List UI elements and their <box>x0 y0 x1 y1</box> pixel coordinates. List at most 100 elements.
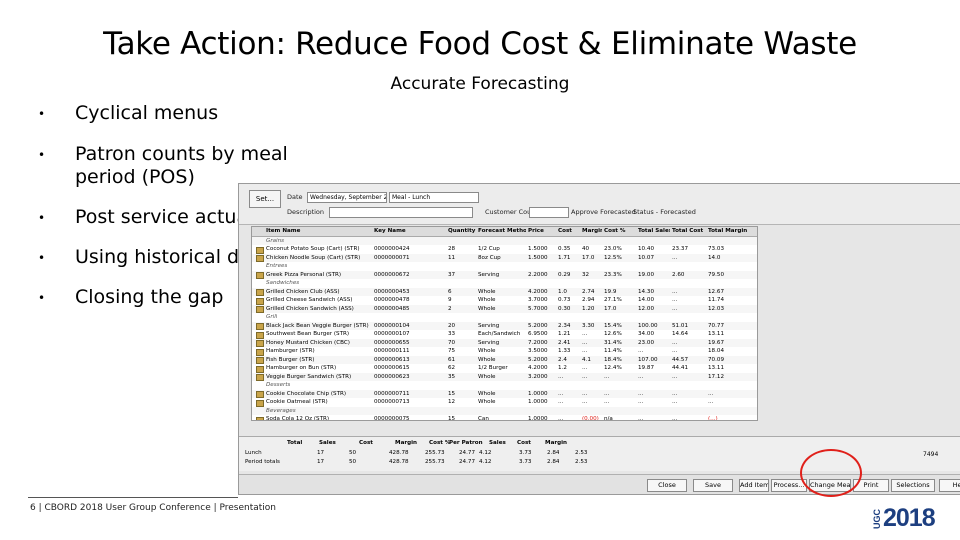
bullet-text-line: Patron counts by meal <box>75 143 288 165</box>
table-row[interactable]: Hamburger (STR) 0000000111 75 Whole 3.5000 1.… <box>252 347 757 356</box>
grid-cell[interactable]: 15 <box>448 416 456 421</box>
grid-column-header[interactable]: Cost % <box>604 228 626 234</box>
grid-cell[interactable]: 62 <box>448 365 456 371</box>
table-row[interactable]: Greek Pizza Personal (STR) 0000000672 37 Se… <box>252 270 757 279</box>
description-field[interactable] <box>329 207 473 218</box>
save-button[interactable]: Save <box>693 479 733 492</box>
grid-cell: 23.37 <box>672 246 689 252</box>
menu-item-icon <box>256 331 264 339</box>
grid-section-row: Entrees <box>252 262 757 271</box>
totals-cell: 17 <box>317 450 325 456</box>
table-row[interactable]: Hamburger on Bun (STR) 0000000615 62 1/2 Bu… <box>252 364 757 373</box>
menu-item-icon <box>256 272 264 279</box>
customer-count-field[interactable] <box>529 207 569 218</box>
grid-column-header[interactable]: Item Name <box>266 228 301 234</box>
grid-cell: 3.30 <box>582 322 595 329</box>
grid-cell[interactable]: 61 <box>448 356 456 363</box>
grid-cell: 17.0 <box>604 305 617 312</box>
close-button[interactable]: Close <box>647 479 687 492</box>
table-row[interactable]: Grilled Chicken Club (ASS) 0000000453 6 Who… <box>252 287 757 296</box>
grid-cell: 14.30 <box>638 288 655 295</box>
grid-cell[interactable]: 6 <box>448 288 452 295</box>
grid-cell[interactable]: 12 <box>448 399 456 405</box>
table-row[interactable]: Grilled Cheese Sandwich (ASS) 0000000478 9… <box>252 296 757 305</box>
grid-cell[interactable]: 33 <box>448 331 456 337</box>
menu-item-icon <box>256 374 264 381</box>
section-label: Grill <box>266 314 278 320</box>
grid-cell: 0.73 <box>558 297 571 303</box>
slide-subtitle: Accurate Forecasting <box>390 74 570 94</box>
grid-cell: 1/2 Burger <box>478 365 508 371</box>
grid-cell: 4.2000 <box>528 288 548 295</box>
grid-cell[interactable]: 75 <box>448 348 456 354</box>
totals-cell: 4.12 <box>479 459 492 465</box>
table-row[interactable]: Soda Cola 12 Oz (STR) 0000000075 15 Can 1.00… <box>252 415 757 421</box>
grid-cell: Grilled Chicken Club (ASS) <box>266 288 340 295</box>
approve-forecasted-label[interactable]: Approve Forecasted <box>571 208 636 216</box>
bullet-item: • Cyclical menus <box>38 102 218 126</box>
totals-cell: 428.78 <box>389 450 409 456</box>
grid-cell: Grilled Cheese Sandwich (ASS) <box>266 297 353 303</box>
grid-cell[interactable]: 9 <box>448 297 452 303</box>
totals-cell: 428.78 <box>389 459 409 465</box>
grid-cell: (0.00) <box>582 416 599 421</box>
grid-cell: 0.29 <box>558 271 571 278</box>
table-row[interactable]: Cookie Oatmeal (STR) 0000000713 12 Whole 1.0… <box>252 398 757 407</box>
grid-column-header[interactable]: Total Margin <box>708 228 748 234</box>
table-row[interactable]: Southwest Bean Burger (STR) 0000000107 33 E… <box>252 330 757 339</box>
grid-column-header[interactable]: Quantity <box>448 228 476 234</box>
grid-cell[interactable]: 20 <box>448 322 456 329</box>
table-row[interactable]: Honey Mustard Chicken (CBC) 0000000655 70 S… <box>252 338 757 347</box>
table-row[interactable]: Coconut Potato Soup (Cart) (STR) 00000004… <box>252 245 757 254</box>
grid-cell: 14.64 <box>672 331 689 337</box>
grid-cell: 1.0 <box>558 288 567 295</box>
grid-cell[interactable]: 28 <box>448 246 456 252</box>
table-row[interactable]: Cookie Chocolate Chip (STR) 0000000711 15 W… <box>252 389 757 398</box>
table-row[interactable]: Fish Burger (STR) 0000000613 61 Whole 5.2000… <box>252 355 757 364</box>
table-row[interactable]: Grilled Chicken Sandwich (ASS) 0000000485… <box>252 304 757 313</box>
grid-cell: 17.12 <box>708 373 725 380</box>
grid-cell: 1.5000 <box>528 254 548 261</box>
grid-cell: 1.0000 <box>528 390 548 397</box>
menu-item-icon <box>256 297 264 305</box>
bullet-marker: • <box>38 251 46 265</box>
grid-cell: Whole <box>478 399 496 405</box>
set-button[interactable]: Set... <box>249 190 281 208</box>
grid-cell: 40 <box>582 246 590 252</box>
bullet-item: • Post service actua <box>38 206 248 230</box>
grid-cell[interactable]: 11 <box>448 254 456 261</box>
grid-cell: 0000000655 <box>374 339 410 346</box>
selections-button[interactable]: Selections <box>891 479 935 492</box>
footer-divider <box>28 497 238 498</box>
grid-cell: 1/2 Cup <box>478 246 500 252</box>
grid-cell[interactable]: 15 <box>448 390 456 397</box>
grid-cell[interactable]: 2 <box>448 305 452 312</box>
grid-cell: 0000000672 <box>374 271 410 278</box>
table-row[interactable]: Chicken Noodle Soup (Cart) (STR) 00000000… <box>252 253 757 262</box>
grid-cell[interactable]: 35 <box>448 373 456 380</box>
grid-cell: 0000000713 <box>374 399 410 405</box>
grid-cell: Hamburger on Bun (STR) <box>266 365 337 371</box>
grid-column-header[interactable]: Total Cost <box>672 228 704 234</box>
grid-cell[interactable]: 70 <box>448 339 456 346</box>
grid-column-header[interactable]: Total Sales <box>638 228 670 234</box>
grid-column-header[interactable]: Cost <box>558 228 572 234</box>
grid-cell: 0000000075 <box>374 416 410 421</box>
bullet-text-line: period (POS) <box>75 166 195 188</box>
grid-column-header[interactable]: Key Name <box>374 228 406 234</box>
add-item-button[interactable]: Add Item <box>739 479 769 492</box>
grid-cell: 70.09 <box>708 356 725 363</box>
highlight-circle <box>800 449 862 497</box>
grid-cell: 0.35 <box>558 246 571 252</box>
help-button[interactable]: Help <box>939 479 960 492</box>
meal-select[interactable]: Meal - Lunch <box>389 192 479 203</box>
grid-cell: Serving <box>478 322 500 329</box>
grid-cell[interactable]: 37 <box>448 271 456 278</box>
table-row[interactable]: Black Jack Bean Veggie Burger (STR) 00000… <box>252 321 757 330</box>
grid-column-header[interactable]: Margin <box>582 228 602 234</box>
grid-cell: 2.2000 <box>528 271 548 278</box>
table-row[interactable]: Veggie Burger Sandwich (STR) 0000000623 35… <box>252 372 757 381</box>
grid-column-header[interactable]: Forecast Method <box>478 228 526 234</box>
grid-column-header[interactable]: Price <box>528 228 544 234</box>
